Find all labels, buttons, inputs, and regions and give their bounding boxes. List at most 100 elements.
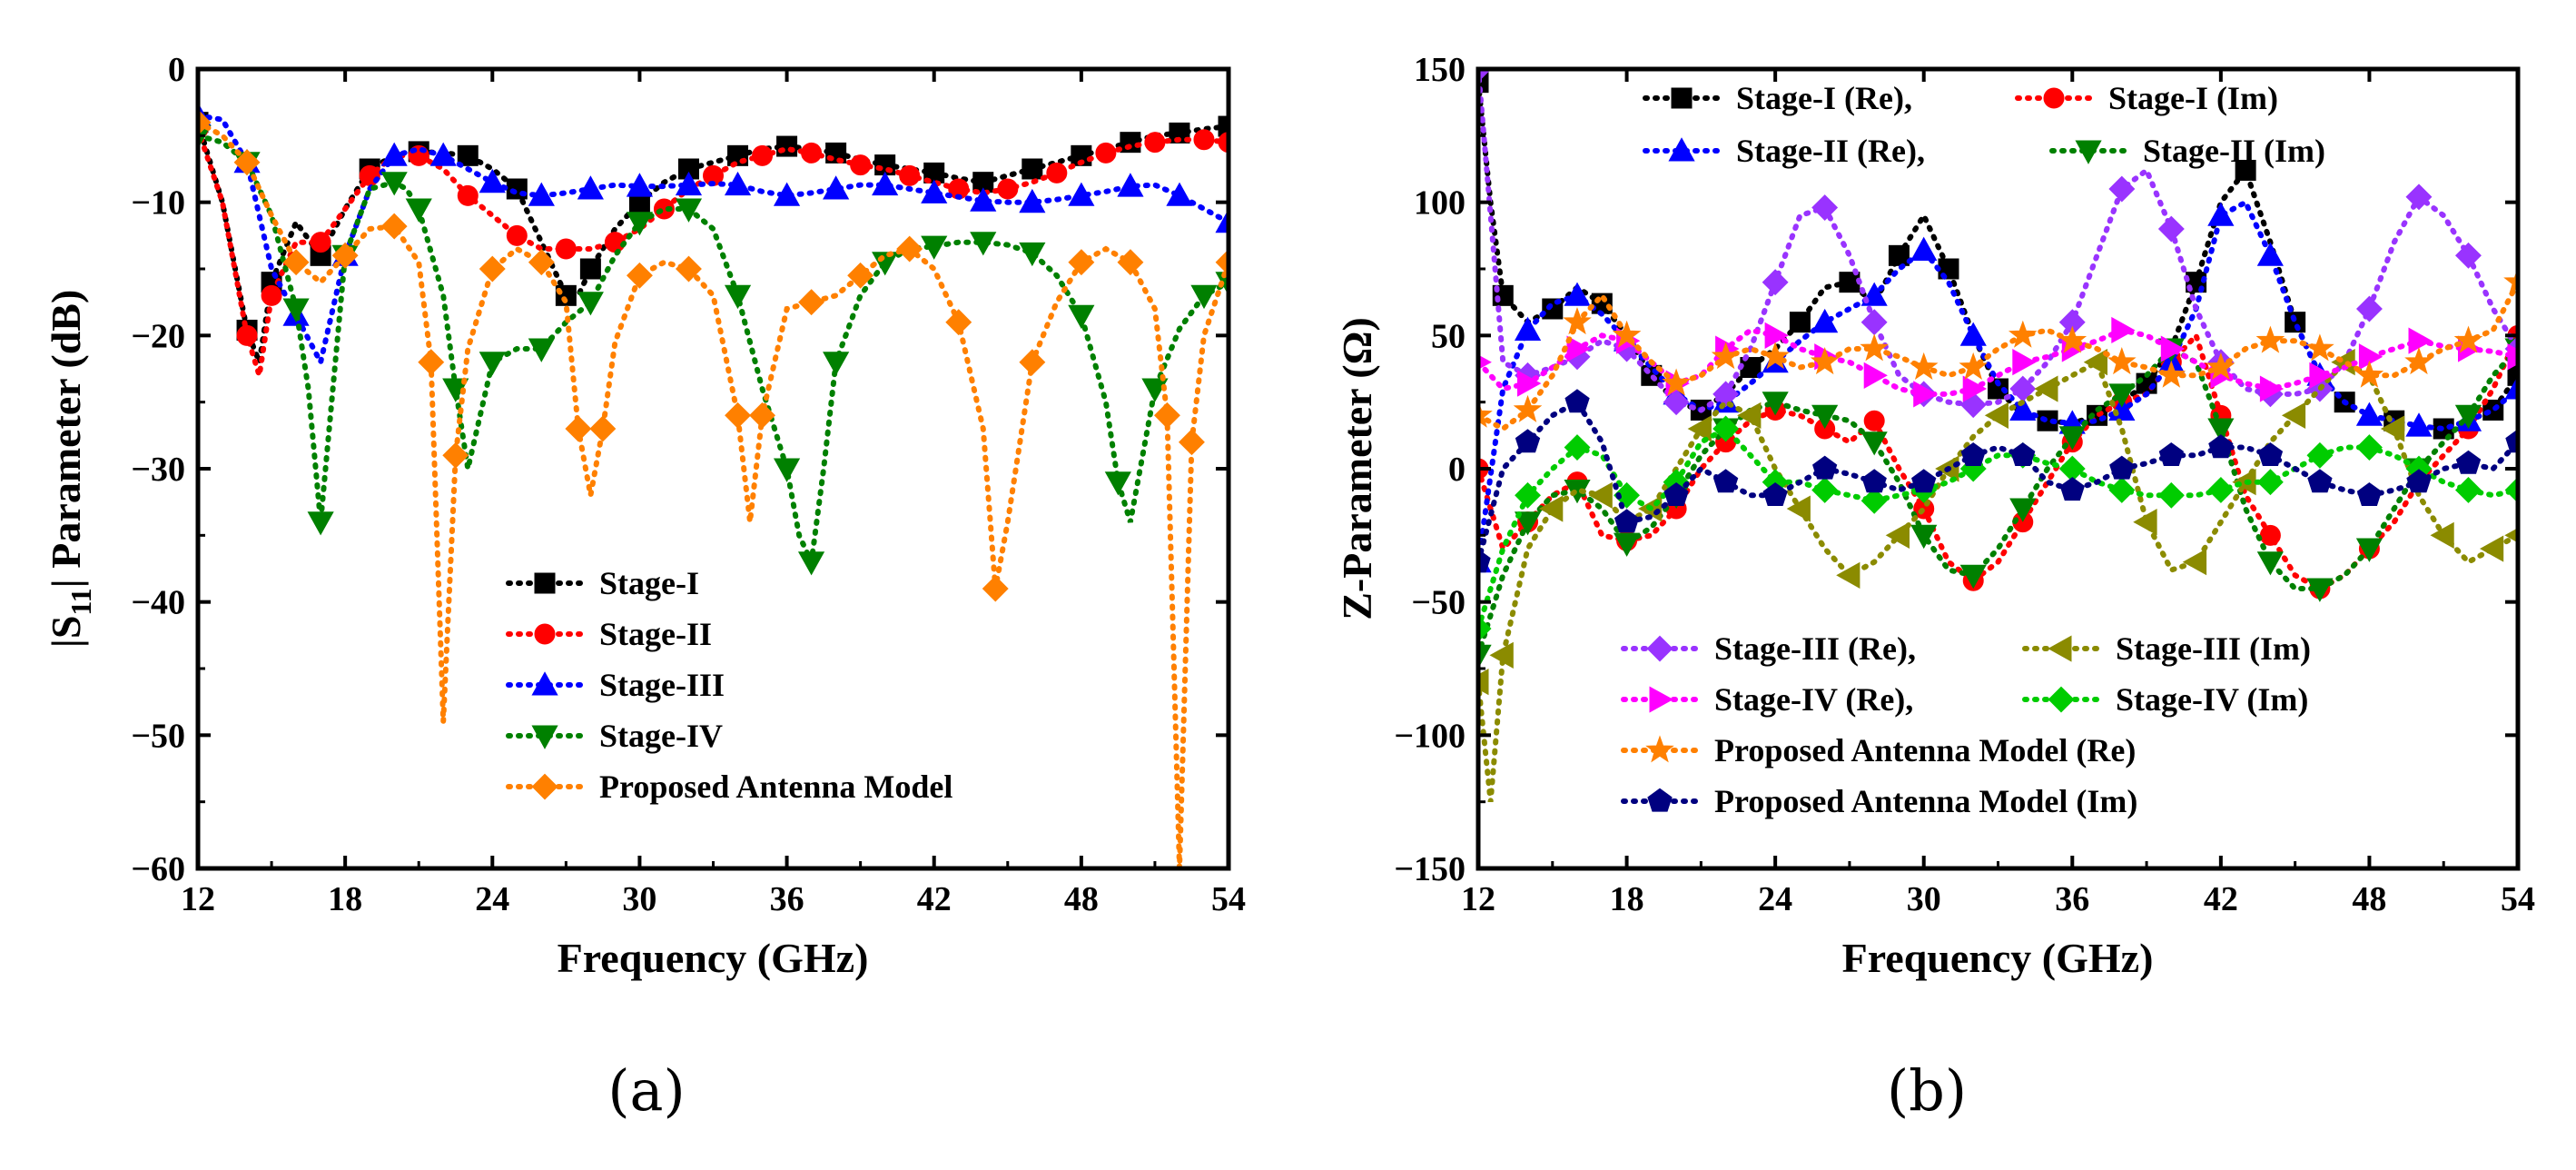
panel-b-point-stage-i-re [1478, 72, 1489, 94]
panel-a-x-tick-label: 30 [622, 880, 656, 918]
panel-b-line-proposed-antenna-model-re [1478, 279, 2518, 432]
panel-b-point-proposed-antenna-model-im [1564, 389, 1590, 413]
panel-a-point-proposed-antenna-model [589, 415, 617, 442]
panel-b-point-stage-i-im [2259, 524, 2281, 546]
panel-b-point-stage-iv-re [1764, 322, 1789, 349]
panel-b-point-stage-iii-im [1489, 641, 1514, 669]
panel-b-point-stage-ii-re [1514, 316, 1542, 341]
panel-a-point-proposed-antenna-model [442, 441, 469, 469]
panel-a-point-proposed-antenna-model [1068, 249, 1095, 276]
panel-a-point-stage-ii [457, 184, 479, 206]
panel-b-point-proposed-antenna-model-re [2157, 360, 2186, 388]
panel-b-point-stage-i-re [2235, 159, 2256, 181]
panel-b-point-proposed-antenna-model-im [1712, 469, 1739, 493]
panel-a-legend-marker-stage-iv [531, 725, 558, 749]
panel-b-series-proposed-antenna-model-re [1478, 266, 2518, 432]
panel-b-legend-entry-proposed-antenna-model-re: Proposed Antenna Model (Re) [1621, 732, 2136, 768]
panel-b-point-stage-i-re [2507, 364, 2518, 386]
panel-a-point-stage-iii [872, 171, 899, 196]
panel-a-legend-label-stage-iii: Stage-III [599, 667, 725, 703]
panel-b-point-stage-ii-im [2009, 498, 2037, 522]
panel-b-legend-label-stage-iii-im: Stage-III (Im) [2116, 630, 2311, 667]
panel-b-point-proposed-antenna-model-im [2010, 441, 2036, 466]
panel-b-point-stage-iv-im [2306, 441, 2334, 469]
panel-a-point-stage-iv [773, 458, 801, 482]
panel-b-point-stage-ii-re [2504, 375, 2518, 400]
panel-b-y-tick-label: 100 [1414, 184, 1466, 223]
panel-a-point-proposed-antenna-model [1178, 429, 1205, 456]
panel-b-point-proposed-antenna-model-im [2455, 450, 2482, 474]
panel-a-point-proposed-antenna-model [565, 415, 592, 442]
panel-b-point-proposed-antenna-model-im [1663, 481, 1689, 506]
panel-b-point-proposed-antenna-model-re [1711, 342, 1741, 370]
panel-b-point-stage-iii-re [1811, 194, 1839, 222]
panel-a-point-proposed-antenna-model [749, 402, 776, 429]
panel-b-legend-marker-stage-ii-re [1668, 137, 1695, 162]
panel-b-point-stage-iii-im [2034, 375, 2058, 402]
panel-b-legend-entry-stage-i-im: Stage-I (Im) [2015, 80, 2278, 116]
panel-a-point-stage-iv [823, 352, 850, 376]
panel-b-point-proposed-antenna-model-re [1959, 352, 1989, 381]
panel-a-y-tick-label: −50 [131, 717, 185, 755]
panel-a-ticks: 12 18 24 30 36 42 48 54 0 −10 −20 −30 −40 −50 −60 [131, 51, 1246, 918]
panel-b-point-stage-iii-im [1737, 402, 1762, 429]
panel-b-point-proposed-antenna-model-re [2008, 320, 2038, 348]
panel-b-point-stage-ii-im [1860, 431, 1888, 456]
panel-b-legend-marker-stage-i-re [1671, 87, 1693, 109]
panel-a-legend-marker-stage-i [534, 572, 556, 594]
panel-b-point-stage-iv-im [1712, 415, 1740, 442]
panel-b-point-proposed-antenna-model-im [1515, 429, 1541, 453]
panel-a-point-stage-iii [1068, 182, 1095, 206]
panel-a-point-proposed-antenna-model [380, 213, 408, 240]
panel-a-point-proposed-antenna-model [1153, 402, 1180, 429]
panel-b-point-proposed-antenna-model-re [2206, 352, 2235, 381]
panel-b-point-stage-iv-re [2408, 327, 2433, 354]
panel-b-point-proposed-antenna-model-im [1812, 455, 1838, 480]
panel-a-point-stage-iv [970, 232, 997, 256]
panel-a-point-stage-i [457, 144, 479, 166]
panel-b-point-stage-ii-im [2355, 538, 2384, 562]
panel-b-point-stage-iv-im [1811, 476, 1839, 503]
panel-a-point-stage-ii [801, 142, 823, 164]
panel-a-point-stage-iii [380, 142, 408, 166]
panel-a-point-stage-i [1169, 122, 1190, 144]
panel-b-z-parameter-chart: 12 18 24 30 36 42 48 54 150 100 50 0 −50 −100 −150 Fre… [1334, 51, 2535, 1124]
panel-b-point-proposed-antenna-model-re [1612, 320, 1642, 348]
panel-a-point-stage-i [776, 135, 798, 157]
panel-b-point-stage-ii-im [2058, 426, 2086, 451]
panel-b-point-stage-i-re [1789, 312, 1811, 333]
panel-b-legend-entry-stage-iv-re: Stage-IV (Re), [1621, 681, 1913, 718]
panel-b-legend-label-proposed-antenna-model-im: Proposed Antenna Model (Im) [1714, 783, 2137, 819]
panel-a-point-stage-iii [823, 175, 850, 200]
panel-a-point-stage-ii [555, 238, 577, 260]
panel-b-legend-marker-stage-iv-im [2048, 686, 2075, 713]
panel-a-point-stage-iii [528, 182, 555, 206]
panel-b-point-proposed-antenna-model-re [1662, 368, 1691, 396]
panel-a-legend-entry-stage-iii: Stage-III [506, 667, 725, 703]
panel-b-point-proposed-antenna-model-im [2505, 429, 2518, 453]
panel-b-point-stage-iii-re [1712, 381, 1740, 408]
panel-b-legend-label-stage-ii-im: Stage-II (Im) [2143, 133, 2325, 169]
panel-b-point-proposed-antenna-model-im [2257, 441, 2284, 466]
panel-a-point-proposed-antenna-model [1117, 249, 1144, 276]
panel-a-point-stage-iii [1215, 208, 1229, 233]
panel-a-point-stage-iii [1019, 188, 1046, 213]
panel-b-point-stage-iv-im [1564, 434, 1591, 461]
panel-b-point-stage-iii-im [1836, 561, 1860, 589]
panel-a-point-stage-ii [1046, 162, 1068, 183]
panel-a-point-proposed-antenna-model [675, 255, 702, 283]
panel-a-y-tick-label: −30 [131, 451, 185, 489]
panel-a-point-stage-ii [236, 324, 258, 346]
panel-b-point-proposed-antenna-model-re [1563, 307, 1592, 335]
panel-b-point-proposed-antenna-model-im [2307, 469, 2333, 493]
panel-b-point-stage-iii-im [2182, 549, 2207, 576]
panel-a-x-tick-label: 48 [1064, 880, 1099, 918]
panel-b-point-stage-ii-re [2256, 242, 2284, 266]
panel-a-point-stage-iv [380, 172, 408, 196]
panel-b-point-proposed-antenna-model-re [2453, 325, 2483, 353]
panel-b-point-stage-iii-re [2157, 215, 2185, 243]
panel-a-point-proposed-antenna-model [233, 149, 261, 176]
panel-b-point-stage-ii-re [1910, 236, 1938, 261]
panel-b-point-stage-ii-im [1959, 564, 1987, 590]
panel-a-point-stage-iv [405, 198, 432, 223]
